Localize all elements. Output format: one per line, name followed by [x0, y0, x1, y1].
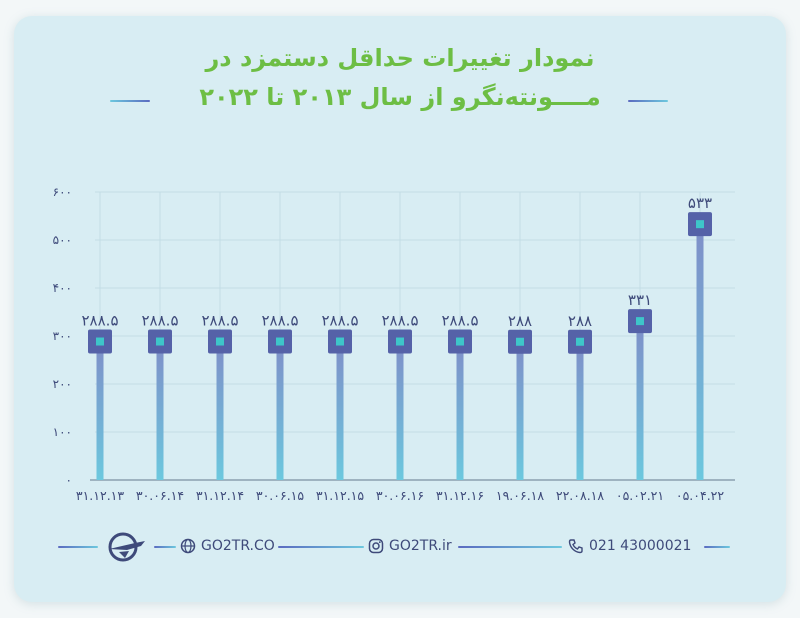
data-label: ۲۸۸: [568, 312, 592, 330]
website-item[interactable]: GO2TR.CO: [180, 538, 275, 554]
phone-text: 021 43000021: [589, 538, 692, 554]
website-text: GO2TR.CO: [201, 538, 275, 554]
x-tick-label: ۱۹.۰۶.۱۸: [496, 488, 545, 503]
x-tick-label: ۳۱.۱۲.۱۶: [436, 488, 484, 503]
lollipop-stem: [156, 341, 164, 480]
x-tick-label: ۳۰.۰۶.۱۵: [256, 488, 305, 503]
instagram-icon: [368, 538, 384, 554]
lollipop-marker-center: [96, 337, 104, 346]
footer-line: [704, 546, 730, 548]
y-tick-label: ۰: [66, 473, 72, 487]
x-tick-label: ۳۰.۰۶.۱۶: [376, 488, 424, 503]
y-tick-label: ۶۰۰: [53, 185, 72, 199]
footer-line: [458, 546, 562, 548]
lollipop-marker-center: [636, 317, 644, 326]
data-label: ۲۸۸.۵: [142, 312, 179, 330]
y-tick-label: ۵۰۰: [53, 233, 72, 247]
footer-line: [58, 546, 98, 548]
data-label: ۲۸۸.۵: [382, 312, 419, 330]
y-tick-label: ۳۰۰: [53, 329, 72, 343]
lollipop-stem: [696, 224, 704, 480]
data-label: ۲۸۸.۵: [202, 312, 239, 330]
instagram-item[interactable]: GO2TR.ir: [368, 538, 452, 554]
lollipop-marker-center: [516, 337, 524, 346]
footer-line: [154, 546, 176, 548]
lollipop-marker-center: [396, 337, 404, 346]
lollipop-marker-center: [456, 337, 464, 346]
lollipop-marker-center: [276, 337, 284, 346]
x-tick-label: ۰۵.۰۴.۲۲: [676, 488, 725, 503]
y-tick-label: ۴۰۰: [53, 281, 72, 295]
lollipop-stem: [276, 341, 284, 480]
footer: GO2TR.CO GO2TR.ir 021 43000021: [0, 532, 800, 562]
lollipop-stem: [216, 341, 224, 480]
y-tick-label: ۲۰۰: [53, 377, 72, 391]
lollipop-stem: [396, 341, 404, 480]
instagram-text: GO2TR.ir: [389, 538, 452, 554]
data-label: ۵۳۳: [688, 194, 712, 212]
x-tick-label: ۳۰.۰۶.۱۴: [136, 488, 184, 503]
footer-line: [278, 546, 364, 548]
lollipop-stem: [336, 341, 344, 480]
chart-marks: ۵۳۳ ۰۵.۰۴.۲۲ ۳۳۱ ۰۵.۰۲.۲۱ ۲۸۸ ۲۲.۰۸.۱۸ ۲۸۸ ۱۹.۰…: [76, 194, 725, 503]
phone-item[interactable]: 021 43000021: [568, 538, 691, 554]
data-label: ۳۳۱: [628, 291, 652, 309]
data-label: ۲۸۸.۵: [322, 312, 359, 330]
chart-title-line-1: نمودار تغییرات حداقل دستمزد در: [205, 44, 595, 72]
x-tick-label: ۲۲.۰۸.۱۸: [556, 488, 605, 503]
lollipop-marker-center: [216, 337, 224, 346]
data-label: ۲۸۸: [508, 312, 532, 330]
lollipop-marker-center: [696, 220, 704, 229]
data-label: ۲۸۸.۵: [262, 312, 299, 330]
data-label: ۲۸۸.۵: [442, 312, 479, 330]
airplane-logo: [105, 532, 149, 562]
lollipop-stem: [456, 341, 464, 480]
lollipop-marker-center: [156, 337, 164, 346]
lollipop-stem: [96, 341, 104, 480]
y-tick-label: ۱۰۰: [53, 425, 72, 439]
lollipop-marker-center: [336, 337, 344, 346]
x-tick-label: ۳۱.۱۲.۱۵: [316, 488, 365, 503]
x-tick-label: ۳۱.۱۲.۱۴: [196, 488, 244, 503]
lollipop-stem: [636, 321, 644, 480]
data-label: ۲۸۸.۵: [82, 312, 119, 330]
title-decoration-left: [110, 100, 150, 102]
globe-icon: [180, 538, 196, 554]
title-decoration-right: [628, 100, 668, 102]
x-tick-label: ۰۵.۰۲.۲۱: [616, 488, 664, 503]
phone-icon: [568, 538, 584, 554]
lollipop-stem: [516, 341, 524, 480]
axes: ۰ ۱۰۰ ۲۰۰ ۳۰۰ ۴۰۰ ۵۰۰ ۶۰۰: [53, 185, 735, 487]
lollipop-stem: [576, 341, 584, 480]
x-tick-label: ۳۱.۱۲.۱۳: [76, 488, 125, 503]
chart-title-line-2: مــــونته‌نگرو از سال ۲۰۱۳ تا ۲۰۲۲: [199, 83, 601, 111]
lollipop-marker-center: [576, 337, 584, 346]
